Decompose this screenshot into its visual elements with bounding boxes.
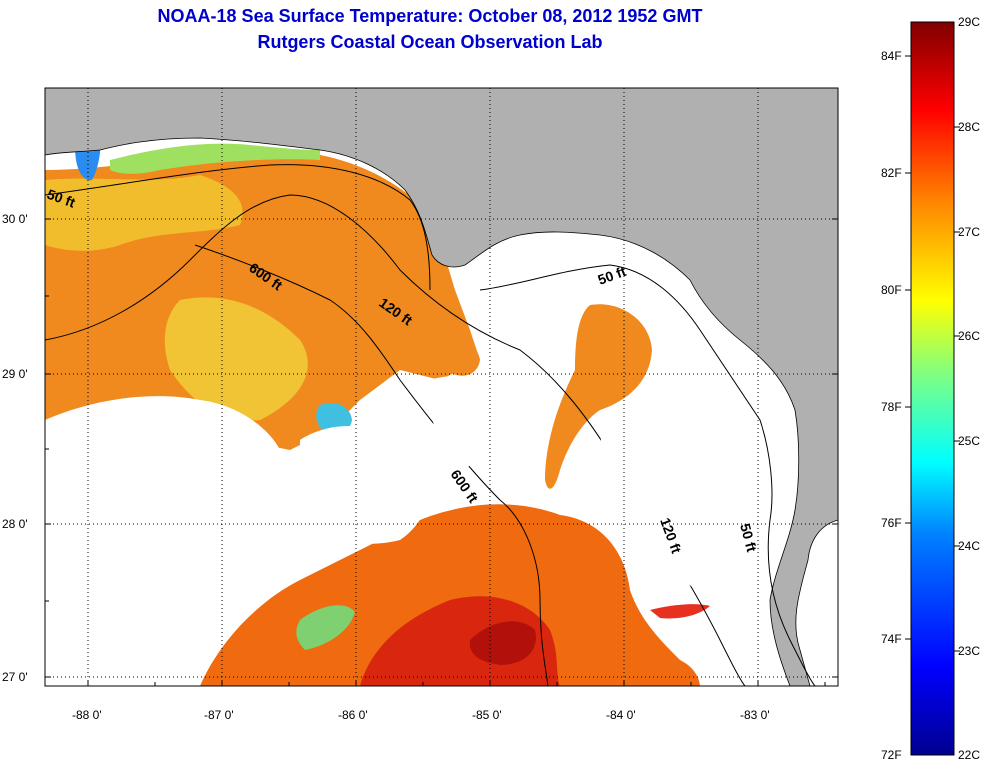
lat-label: 28 0' (2, 517, 28, 531)
colorbar-label-f: 82F (881, 166, 902, 180)
lon-label: -88 0' (72, 708, 102, 722)
lat-label: 27 0' (2, 670, 28, 684)
colorbar-label-c: 24C (958, 539, 981, 553)
lon-label: -85 0' (472, 708, 502, 722)
contour-50ft-east (479, 264, 816, 686)
sst-patch-east-2 (442, 338, 480, 376)
colorbar-label-f: 72F (881, 748, 902, 762)
colorbar-label-f: 84F (881, 49, 902, 63)
lat-label: 29 0' (2, 367, 28, 381)
sst-patch-south-green (296, 605, 355, 650)
lon-label: -87 0' (204, 708, 234, 722)
colorbar-label-f: 74F (881, 632, 902, 646)
colorbar (910, 21, 955, 756)
map-frame (44, 87, 839, 687)
colorbar-label-f: 78F (881, 400, 902, 414)
map-title: NOAA-18 Sea Surface Temperature: October… (157, 6, 703, 26)
sst-patch-south-darkred (469, 621, 536, 665)
sst-patch-south-east (650, 604, 710, 619)
colorbar-label-f: 80F (881, 283, 902, 297)
contour-label: 50 ft (737, 522, 760, 554)
sst-patch-north-yellow (45, 175, 243, 251)
colorbar-label-c: 26C (958, 329, 981, 343)
colorbar-label-c: 25C (958, 434, 981, 448)
colorbar-label-c: 23C (958, 644, 981, 658)
map-subtitle: Rutgers Coastal Ocean Observation Lab (257, 32, 603, 52)
lon-label: -86 0' (338, 708, 368, 722)
colorbar-label-c: 27C (958, 225, 981, 239)
colorbar-label-c: 29C (958, 15, 981, 29)
lon-label: -84 0' (606, 708, 636, 722)
contour-50ft-west (45, 164, 431, 291)
axis-ticks (45, 218, 838, 686)
sst-patch-coast-green (110, 143, 320, 174)
colorbar-label-c: 22C (958, 748, 981, 762)
cloud-cover (45, 376, 753, 608)
graticule (45, 88, 838, 686)
colorbar-ticks (905, 55, 960, 652)
colorbar-label-c: 28C (958, 120, 981, 134)
sst-patch-central-yellow (164, 297, 308, 421)
land-mass (45, 88, 838, 686)
lat-label: 30 0' (2, 212, 28, 226)
sst-patch-east-1 (545, 304, 652, 489)
colorbar-label-f: 76F (881, 516, 902, 530)
lon-label: -83 0' (740, 708, 770, 722)
